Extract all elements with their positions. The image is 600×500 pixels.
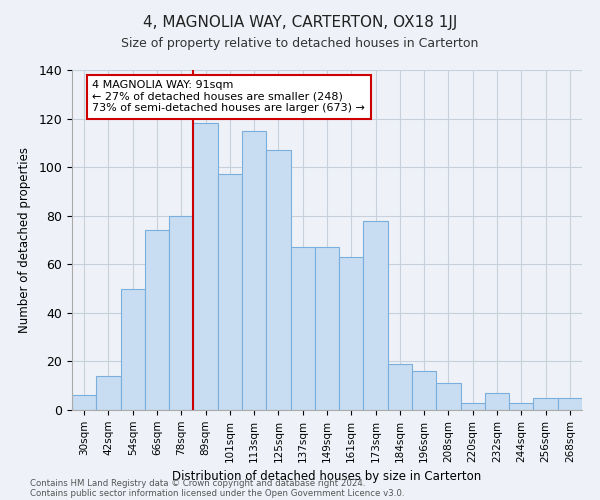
Bar [290, 248, 315, 410]
Bar [193, 124, 218, 410]
Bar [315, 248, 339, 410]
Bar [558, 398, 582, 410]
Text: Size of property relative to detached houses in Carterton: Size of property relative to detached ho… [121, 38, 479, 51]
Bar [533, 398, 558, 410]
Bar [436, 384, 461, 410]
Bar [218, 174, 242, 410]
Bar [96, 376, 121, 410]
Y-axis label: Number of detached properties: Number of detached properties [19, 147, 31, 333]
Bar [242, 130, 266, 410]
Bar [461, 402, 485, 410]
Bar [72, 396, 96, 410]
Text: 4, MAGNOLIA WAY, CARTERTON, OX18 1JJ: 4, MAGNOLIA WAY, CARTERTON, OX18 1JJ [143, 15, 457, 30]
Bar [364, 220, 388, 410]
Bar [121, 288, 145, 410]
Bar [266, 150, 290, 410]
Bar [509, 402, 533, 410]
Bar [412, 371, 436, 410]
Bar [145, 230, 169, 410]
Text: Contains HM Land Registry data © Crown copyright and database right 2024.: Contains HM Land Registry data © Crown c… [30, 478, 365, 488]
Bar [388, 364, 412, 410]
Text: 4 MAGNOLIA WAY: 91sqm
← 27% of detached houses are smaller (248)
73% of semi-det: 4 MAGNOLIA WAY: 91sqm ← 27% of detached … [92, 80, 365, 114]
X-axis label: Distribution of detached houses by size in Carterton: Distribution of detached houses by size … [172, 470, 482, 483]
Bar [339, 257, 364, 410]
Bar [169, 216, 193, 410]
Text: Contains public sector information licensed under the Open Government Licence v3: Contains public sector information licen… [30, 488, 404, 498]
Bar [485, 393, 509, 410]
